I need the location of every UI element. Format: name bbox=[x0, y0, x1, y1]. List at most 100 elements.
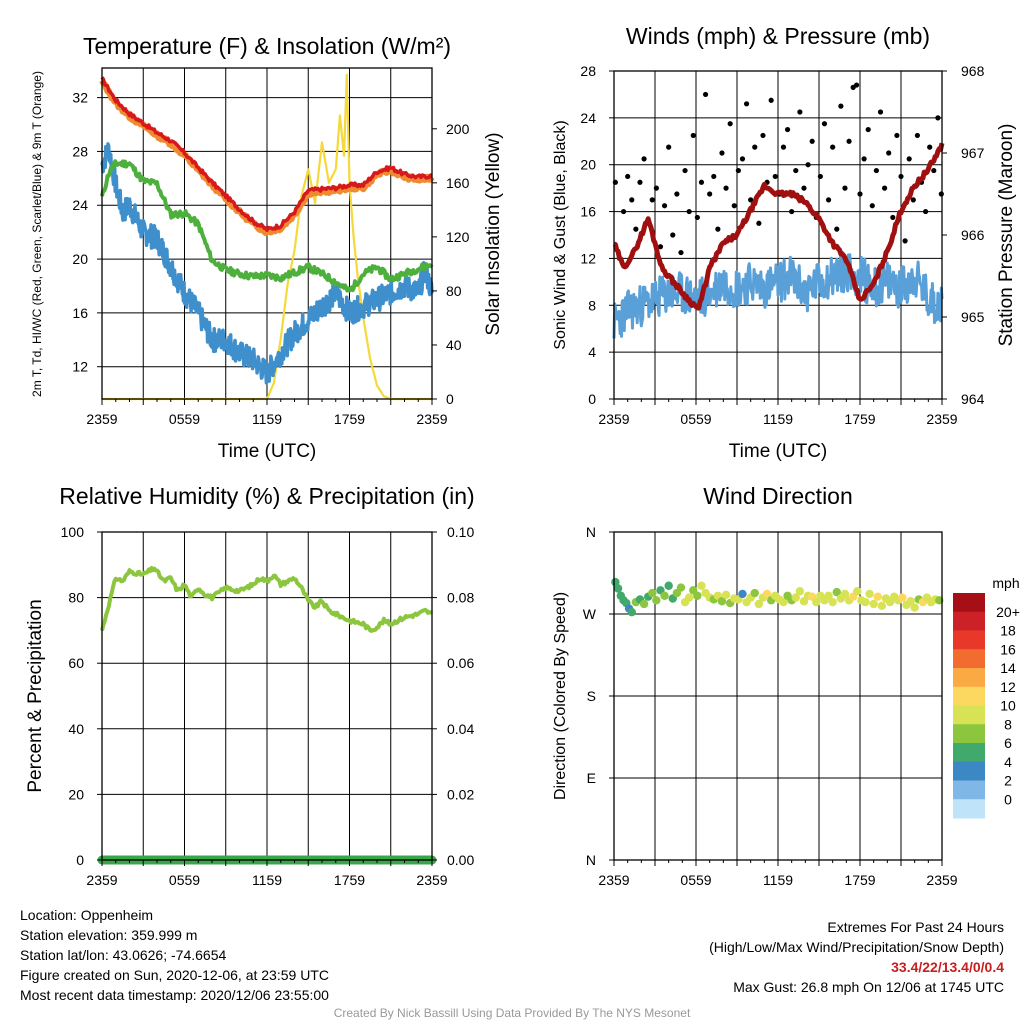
gust-point bbox=[661, 203, 668, 209]
gust-point bbox=[927, 144, 933, 150]
colorbar-label: 4 bbox=[1004, 754, 1012, 770]
gust-point bbox=[702, 91, 709, 98]
wind-xtick-label: 2359 bbox=[598, 411, 629, 427]
colorbar-swatch bbox=[953, 743, 985, 763]
wind-ytick-label: 28 bbox=[580, 63, 596, 79]
meteogram-figure: 2359 0559 1159 1759 235912162024283204080120… bbox=[25, 23, 1020, 888]
direction-point bbox=[873, 592, 882, 601]
wind-xtick-label: 1759 bbox=[844, 411, 875, 427]
direction-point bbox=[869, 599, 878, 609]
series-insolation bbox=[100, 73, 434, 401]
gust-point bbox=[834, 226, 840, 232]
gust-point bbox=[817, 173, 823, 180]
gust-point bbox=[894, 132, 900, 139]
wind-ytick-right-label: 968 bbox=[961, 63, 985, 79]
gust-point bbox=[801, 185, 807, 191]
direction-point bbox=[865, 589, 874, 599]
direction-point bbox=[717, 597, 727, 606]
gust-point bbox=[727, 121, 733, 127]
rh-ytick-label: 0 bbox=[76, 852, 84, 868]
dir-ytick-label: W bbox=[583, 606, 597, 622]
gust-point bbox=[931, 167, 937, 174]
temp-ytick-right-label: 80 bbox=[446, 283, 462, 299]
colorbar-swatch bbox=[953, 593, 985, 613]
wind-ytick-label: 20 bbox=[580, 157, 596, 173]
direction-point bbox=[828, 597, 837, 607]
direction-point bbox=[812, 597, 821, 607]
gust-point bbox=[938, 191, 944, 197]
gust-point bbox=[857, 191, 863, 197]
colorbar-label: 0 bbox=[1004, 791, 1012, 807]
colorbar-swatch bbox=[953, 668, 985, 688]
gust-point bbox=[735, 167, 741, 174]
direction-point bbox=[639, 599, 649, 609]
gust-point bbox=[678, 249, 684, 256]
gust-point bbox=[625, 173, 631, 180]
gust-point bbox=[821, 121, 828, 127]
gust-point bbox=[682, 167, 688, 174]
series-sonic-wind bbox=[612, 250, 944, 339]
direction-point bbox=[738, 589, 747, 599]
recent-data-timestamp: Most recent data timestamp: 2020/12/06 2… bbox=[20, 987, 329, 1003]
series-pressure bbox=[612, 142, 945, 311]
colorbar-label: 20+ bbox=[996, 604, 1020, 620]
dir-xtick-label: 2359 bbox=[926, 872, 957, 888]
colorbar-swatch bbox=[953, 649, 985, 669]
temp-xtick-label: 2359 bbox=[416, 411, 447, 427]
temp-xtick-label: 0559 bbox=[169, 411, 200, 427]
gust-point bbox=[649, 197, 655, 203]
gust-point bbox=[752, 144, 758, 150]
direction-point bbox=[795, 587, 805, 596]
gust-point bbox=[935, 115, 941, 121]
station-info: Location: Oppenheim Station elevation: 3… bbox=[20, 905, 329, 1005]
direction-point bbox=[853, 587, 862, 596]
wind-ytick-right-label: 967 bbox=[961, 145, 985, 161]
dir-ytick-label: S bbox=[587, 688, 596, 704]
gust-point bbox=[923, 208, 929, 215]
dir-xtick-label: 0559 bbox=[680, 872, 711, 888]
temp-title: Temperature (F) & Insolation (W/m²) bbox=[83, 33, 451, 59]
wind-ylabel-right: Station Pressure (Maroon) bbox=[996, 124, 1017, 347]
gust-point bbox=[809, 138, 815, 144]
direction-point bbox=[693, 591, 702, 600]
gust-point bbox=[723, 185, 729, 191]
colorbar-label: 18 bbox=[1000, 623, 1016, 639]
gust-point bbox=[760, 132, 766, 139]
dir-title: Wind Direction bbox=[703, 483, 853, 509]
colorbar-swatch bbox=[953, 724, 985, 744]
direction-point bbox=[832, 587, 841, 597]
rh-xtick-label: 2359 bbox=[416, 872, 447, 888]
rh-xtick-label: 1759 bbox=[334, 872, 365, 888]
direction-point bbox=[824, 591, 833, 600]
rh-ytick-right-label: 0.02 bbox=[447, 786, 474, 802]
gust-point bbox=[914, 132, 921, 139]
station-latlon: Station lat/lon: 43.0626; -74.6654 bbox=[20, 947, 227, 963]
wind-ytick-right-label: 964 bbox=[961, 391, 985, 407]
station-elevation: Station elevation: 359.999 m bbox=[20, 927, 198, 943]
rh-ytick-right-label: 0.08 bbox=[447, 590, 474, 606]
gust-point bbox=[910, 197, 916, 203]
gust-point bbox=[842, 185, 848, 191]
temp-ytick-label: 20 bbox=[72, 251, 88, 267]
gust-point bbox=[657, 244, 664, 250]
direction-point bbox=[762, 589, 772, 599]
temp-ytick-label: 12 bbox=[72, 359, 88, 375]
gust-point bbox=[666, 144, 672, 150]
temp-xtick-label: 1159 bbox=[252, 411, 282, 427]
gust-point bbox=[861, 156, 867, 162]
gust-point bbox=[686, 208, 692, 215]
direction-point bbox=[754, 599, 764, 609]
figure-created: Figure created on Sun, 2020-12-06, at 23… bbox=[20, 967, 329, 983]
gust-point bbox=[698, 179, 705, 185]
colorbar-swatch bbox=[953, 780, 985, 800]
gust-point bbox=[789, 208, 795, 215]
wind-ytick-right-label: 966 bbox=[961, 227, 985, 243]
gust-point bbox=[873, 167, 880, 174]
gust-point bbox=[637, 179, 643, 185]
temp-ytick-right-label: 160 bbox=[446, 175, 470, 191]
gust-point bbox=[743, 101, 750, 107]
gust-point bbox=[641, 156, 647, 162]
extremes-values: 33.4/22/13.4/0/0.4 bbox=[891, 959, 1004, 975]
max-gust: Max Gust: 26.8 mph On 12/06 at 1745 UTC bbox=[733, 979, 1004, 995]
extremes-subtitle: (High/Low/Max Wind/Precipitation/Snow De… bbox=[709, 939, 1004, 955]
